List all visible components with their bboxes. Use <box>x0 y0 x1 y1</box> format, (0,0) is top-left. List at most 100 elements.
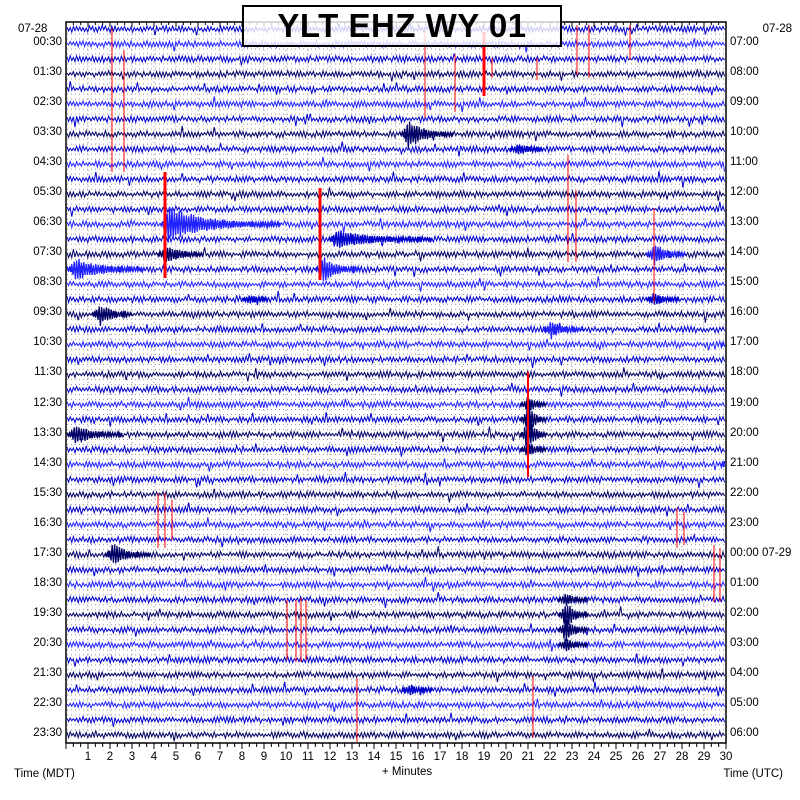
right-time-label: 03:00 <box>730 636 759 649</box>
seismic-event <box>519 397 548 414</box>
seismic-event <box>159 206 281 243</box>
left-time-label: 15:30 <box>33 486 62 499</box>
minute-label: 22 <box>543 751 557 763</box>
seismic-event <box>645 245 687 266</box>
seismic-event <box>91 306 133 327</box>
right-time-label: 02:00 <box>730 606 759 619</box>
seismic-event <box>519 420 548 450</box>
minute-label: 4 <box>150 751 158 763</box>
left-time-label: 09:30 <box>33 306 62 319</box>
right-time-label: 09:00 <box>730 96 759 109</box>
left-time-label: 16:30 <box>33 516 62 529</box>
right-time-label: 15:00 <box>730 276 759 289</box>
minute-label: 11 <box>302 751 314 763</box>
minute-label: 19 <box>477 751 491 763</box>
right-time-label: 23:00 <box>730 516 759 529</box>
right-time-label: 16:00 <box>730 306 759 319</box>
right-time-label: 18:00 <box>730 366 759 379</box>
seismic-event <box>557 593 589 606</box>
seismic-event <box>719 460 726 468</box>
left-time-label: 14:30 <box>33 456 62 469</box>
station-title: YLT EHZ WY 01 <box>277 7 527 44</box>
seismic-event <box>399 121 454 149</box>
seismic-event <box>401 684 433 696</box>
minute-label: 12 <box>323 751 337 763</box>
right-time-label: 05:00 <box>730 696 759 709</box>
right-time-label: 21:00 <box>730 456 759 469</box>
seismic-event <box>66 426 123 444</box>
minute-label: 7 <box>216 751 224 763</box>
seismic-event <box>241 294 270 305</box>
right-time-label: 00:00 07-29 <box>730 546 792 559</box>
minute-label: 27 <box>653 751 667 763</box>
minute-label: 5 <box>172 751 180 763</box>
minute-label: 30 <box>719 751 733 763</box>
right-time-label: 10:00 <box>730 126 759 139</box>
station-title-box: YLT EHZ WY 01 <box>242 5 562 47</box>
right-time-label: 04:00 <box>730 666 759 679</box>
right-time-label: 11:00 <box>730 156 758 169</box>
left-time-label: 05:30 <box>33 186 62 199</box>
minute-label: 1 <box>84 751 92 763</box>
left-time-label: 13:30 <box>33 426 62 439</box>
left-time-label: 17:30 <box>33 546 62 559</box>
left-time-label: 04:30 <box>33 156 62 169</box>
left-time-label: 23:30 <box>33 726 62 739</box>
seismic-event <box>519 405 548 436</box>
x-axis-title-left: Time (MDT) <box>14 768 75 780</box>
minute-label: 28 <box>675 751 689 763</box>
minute-label: 3 <box>128 751 136 763</box>
seismic-event <box>509 144 544 155</box>
seismic-event <box>557 605 589 629</box>
minute-label: 16 <box>411 751 425 763</box>
seismic-event <box>557 638 589 652</box>
right-time-label: 13:00 <box>730 216 759 229</box>
seismic-event <box>104 544 152 564</box>
left-time-label: 12:30 <box>33 396 62 409</box>
minute-label: 10 <box>279 751 293 763</box>
left-time-label: 21:30 <box>33 666 62 679</box>
right-time-label: 20:00 <box>730 426 759 439</box>
right-time-label: 08:00 <box>730 66 759 79</box>
right-time-label: 07:00 <box>730 36 759 49</box>
minute-label: 26 <box>631 751 645 763</box>
left-time-label: 07:30 <box>33 246 62 259</box>
x-axis-title-center: + Minutes <box>381 766 433 778</box>
left-time-label: 20:30 <box>33 636 62 649</box>
minute-label: 18 <box>455 751 469 763</box>
x-axis-title-right: Time (UTC) <box>723 768 783 780</box>
minute-label: 24 <box>587 751 601 763</box>
left-time-label: 02:30 <box>33 96 62 109</box>
right-time-label: 06:00 <box>730 726 759 739</box>
minute-label: 15 <box>389 751 403 763</box>
minute-label: 23 <box>565 751 579 763</box>
date-top-left: 07-28 <box>18 23 48 35</box>
left-time-label: 08:30 <box>33 276 62 289</box>
minute-label: 29 <box>697 751 711 763</box>
right-time-label: 19:00 <box>730 396 759 409</box>
minute-label: 6 <box>194 751 202 763</box>
left-time-label: 22:30 <box>33 696 62 709</box>
seismic-event <box>645 293 680 305</box>
minute-label: 13 <box>345 751 359 763</box>
left-time-label: 19:30 <box>33 606 62 619</box>
left-time-label: 11:30 <box>34 366 62 379</box>
right-time-label: 22:00 <box>730 486 759 499</box>
seismic-event <box>519 442 548 457</box>
left-time-label: 01:30 <box>33 66 62 79</box>
left-time-label: 06:30 <box>33 216 62 229</box>
right-time-label: 12:00 <box>730 186 759 199</box>
left-time-label: 00:30 <box>33 36 62 49</box>
date-top-right: 07-28 <box>762 23 792 35</box>
left-time-label: 10:30 <box>33 336 62 349</box>
seismic-event <box>314 257 362 281</box>
seismic-event <box>542 322 584 339</box>
seismic-event <box>328 230 433 248</box>
seismic-event <box>66 259 146 279</box>
minute-label: 2 <box>106 751 114 763</box>
left-time-label: 03:30 <box>33 126 62 139</box>
right-time-label: 14:00 <box>730 246 759 259</box>
minute-label: 9 <box>260 751 268 763</box>
right-time-label: 01:00 <box>730 576 759 589</box>
